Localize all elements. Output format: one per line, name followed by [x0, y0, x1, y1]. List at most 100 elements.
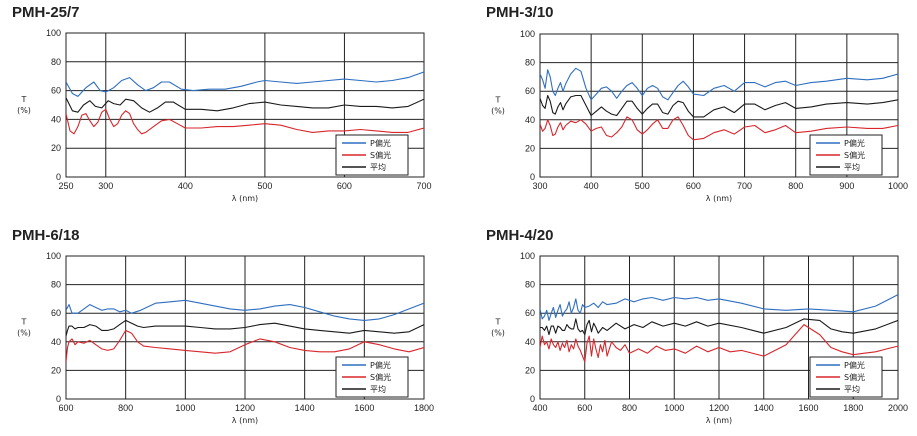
- y-tick-label: 100: [46, 28, 61, 38]
- x-tick-label: 600: [577, 403, 592, 413]
- y-tick-label: 40: [525, 115, 535, 125]
- x-tick-label: 1800: [414, 403, 434, 413]
- x-tick-label: 1400: [295, 403, 315, 413]
- series-group: [66, 71, 424, 135]
- x-tick-label: 1600: [798, 403, 818, 413]
- y-tick-label: 0: [530, 172, 535, 182]
- plot-frame: [65, 255, 425, 400]
- x-tick-label: 600: [58, 403, 73, 413]
- plot-frame: [65, 32, 425, 178]
- x-tick-label: 500: [257, 181, 272, 191]
- x-tick-label: 600: [337, 181, 352, 191]
- x-tick-label: 300: [532, 181, 547, 191]
- y-tick-label: 40: [51, 337, 61, 347]
- series-line-3: [66, 319, 424, 337]
- legend-label-2: S偏光: [370, 150, 391, 160]
- y-tick-label: 40: [525, 337, 535, 347]
- series-group: [540, 67, 898, 141]
- x-axis-label: λ (nm): [232, 194, 258, 203]
- y-tick-label: 20: [51, 365, 61, 375]
- y-tick-label: 40: [51, 114, 61, 124]
- y-tick-label: 80: [525, 58, 535, 68]
- y-tick-label: 20: [525, 365, 535, 375]
- x-axis-label: λ (nm): [706, 416, 732, 425]
- legend-label-2: S偏光: [370, 372, 391, 382]
- chart-1: PMH-25/7 0 20 40 60 80 100 250 300 400 500 600 700 λ …: [12, 4, 432, 203]
- y-tick-label: 80: [525, 280, 535, 290]
- y-axis-label-unit: (%): [491, 107, 505, 116]
- x-tick-label: 700: [737, 181, 752, 191]
- series-line-1: [66, 71, 424, 97]
- legend-label-2: S偏光: [844, 150, 865, 160]
- y-axis-label: T: [21, 95, 27, 104]
- x-tick-label: 1800: [843, 403, 863, 413]
- y-tick-label: 60: [51, 86, 61, 96]
- x-tick-label: 700: [416, 181, 431, 191]
- legend-label-3: 平均: [844, 384, 860, 394]
- series-line-1: [540, 294, 898, 321]
- series-line-2: [540, 324, 898, 363]
- series-line-2: [540, 116, 898, 141]
- y-tick-label: 80: [51, 280, 61, 290]
- chart-3: PMH-6/18 0 20 40 60 80 100 600 800 1000 1200 1400 16…: [12, 227, 434, 425]
- y-tick-label: 100: [520, 29, 535, 39]
- y-axis-label-unit: (%): [491, 329, 505, 338]
- legend-label-1: P偏光: [844, 360, 865, 370]
- chart-2: PMH-3/10 0 20 40 60 80 100 300 400 500 600 700 800 90…: [486, 4, 908, 203]
- legend-label-1: P偏光: [370, 360, 391, 370]
- series-group: [540, 294, 898, 363]
- x-tick-label: 2000: [888, 403, 908, 413]
- x-tick-label: 1000: [175, 403, 195, 413]
- series-line-1: [540, 67, 898, 101]
- chart-title: PMH-25/7: [12, 4, 80, 21]
- legend-label-1: P偏光: [844, 138, 865, 148]
- series-line-3: [540, 94, 898, 118]
- chart-4: PMH-4/20 0 20 40 60 80 100 400 600 800 1000 1200 140…: [486, 227, 908, 425]
- y-axis-label: T: [21, 318, 27, 327]
- y-axis-label-unit: (%): [17, 106, 31, 115]
- x-axis-label: λ (nm): [232, 416, 258, 425]
- x-tick-label: 1600: [354, 403, 374, 413]
- y-tick-label: 60: [51, 308, 61, 318]
- y-axis-label: T: [495, 96, 501, 105]
- x-tick-label: 300: [98, 181, 113, 191]
- x-tick-label: 800: [788, 181, 803, 191]
- x-tick-label: 1000: [888, 181, 908, 191]
- legend-label-1: P偏光: [370, 138, 391, 148]
- y-axis-label: T: [495, 318, 501, 327]
- plot-frame: [539, 33, 899, 178]
- y-tick-label: 20: [51, 143, 61, 153]
- x-tick-label: 1200: [709, 403, 729, 413]
- x-tick-label: 400: [178, 181, 193, 191]
- y-tick-label: 60: [525, 308, 535, 318]
- legend-label-3: 平均: [370, 162, 386, 172]
- y-tick-label: 60: [525, 86, 535, 96]
- x-tick-label: 400: [532, 403, 547, 413]
- series-line-2: [66, 329, 424, 362]
- x-tick-label: 1000: [664, 403, 684, 413]
- series-line-1: [66, 299, 424, 321]
- x-tick-label: 800: [118, 403, 133, 413]
- series-line-3: [66, 97, 424, 113]
- x-tick-label: 1400: [754, 403, 774, 413]
- y-tick-label: 100: [520, 251, 535, 261]
- y-tick-label: 0: [530, 394, 535, 404]
- y-tick-label: 0: [56, 172, 61, 182]
- chart-title: PMH-6/18: [12, 227, 80, 244]
- chart-title: PMH-3/10: [486, 4, 554, 21]
- legend-label-3: 平均: [370, 384, 386, 394]
- legend-label-2: S偏光: [844, 372, 865, 382]
- x-tick-label: 1200: [235, 403, 255, 413]
- y-tick-label: 100: [46, 251, 61, 261]
- chart-title: PMH-4/20: [486, 227, 554, 244]
- legend-label-3: 平均: [844, 162, 860, 172]
- x-tick-label: 600: [686, 181, 701, 191]
- x-tick-label: 800: [622, 403, 637, 413]
- x-tick-label: 900: [839, 181, 854, 191]
- y-tick-label: 0: [56, 394, 61, 404]
- x-tick-label: 400: [584, 181, 599, 191]
